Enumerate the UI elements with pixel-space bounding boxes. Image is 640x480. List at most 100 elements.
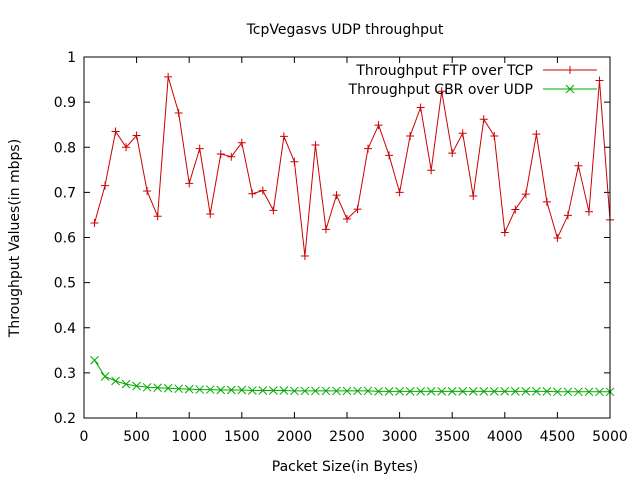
data-point (500, 387, 510, 396)
x-axis-label: Packet Size(in Bytes) (272, 459, 418, 475)
data-point (489, 387, 499, 396)
data-point (584, 207, 593, 216)
data-point (511, 205, 520, 214)
chart-title: TcpVegasvs UDP throughput (246, 22, 444, 38)
data-point (184, 384, 194, 394)
data-point (205, 385, 215, 394)
series-line (94, 76, 611, 257)
y-tick-label: 0.5 (54, 276, 76, 292)
data-point (174, 384, 184, 394)
axis-ticks: 0 500 1000 1500 2000 2500 3000 3500 4000 4500 5000… (54, 50, 628, 445)
data-point (595, 387, 604, 397)
data-point (553, 233, 562, 242)
data-point (226, 385, 236, 395)
data-point (385, 151, 394, 160)
data-point (595, 76, 604, 85)
data-point (374, 121, 383, 130)
series-layer (90, 72, 615, 397)
data-point (216, 385, 226, 395)
data-point (269, 386, 278, 395)
data-point (279, 132, 288, 141)
data-point (510, 387, 520, 396)
data-point (321, 225, 330, 234)
data-point (311, 140, 320, 149)
data-point (353, 386, 362, 396)
data-point (479, 387, 489, 396)
data-point (248, 189, 257, 198)
data-point (542, 387, 552, 396)
data-point (490, 131, 499, 140)
data-point (111, 127, 120, 136)
x-tick-label: 4500 (540, 429, 576, 445)
legend: Throughput FTP over TCP Throughput CBR ov… (348, 63, 597, 98)
data-point (563, 211, 572, 220)
data-point (142, 382, 152, 392)
data-point (332, 386, 341, 396)
data-point (332, 191, 341, 200)
data-point (195, 385, 205, 394)
data-point (406, 131, 415, 140)
data-point (542, 197, 551, 206)
y-tick-label: 0.4 (54, 321, 76, 337)
data-point (395, 387, 404, 396)
data-point (247, 386, 257, 395)
legend-marker (566, 66, 574, 74)
data-point (121, 379, 131, 389)
y-tick-label: 0.3 (54, 366, 76, 382)
data-point (122, 143, 131, 152)
data-point (500, 228, 509, 237)
x-tick-label: 1500 (224, 429, 260, 445)
data-point (132, 131, 141, 140)
data-point (153, 212, 162, 221)
data-point (395, 188, 404, 197)
data-point (343, 214, 351, 223)
series-line (94, 359, 610, 393)
data-point (174, 108, 183, 117)
data-point (258, 386, 268, 395)
data-point (90, 219, 99, 228)
x-tick-label: 4000 (487, 429, 523, 445)
x-tick-label: 5000 (592, 429, 628, 445)
x-tick-label: 3500 (434, 429, 470, 445)
data-point (195, 144, 204, 153)
data-point (290, 386, 299, 396)
data-point (237, 138, 246, 147)
x-tick-label: 500 (123, 429, 150, 445)
data-point (448, 149, 457, 158)
data-point (300, 252, 309, 261)
data-point (479, 115, 488, 124)
data-point (374, 387, 383, 396)
data-point (426, 387, 436, 396)
data-point (437, 387, 447, 396)
series-ftp-over-tcp (90, 72, 614, 261)
data-point (311, 386, 320, 396)
y-tick-label: 0.6 (54, 231, 76, 247)
data-point (227, 152, 236, 161)
data-point (447, 387, 457, 396)
data-point (532, 387, 541, 396)
data-point (574, 387, 583, 397)
data-point (468, 387, 478, 396)
data-point (269, 206, 278, 215)
x-tick-label: 2500 (329, 429, 365, 445)
data-point (111, 376, 120, 386)
data-point (216, 150, 225, 159)
data-point (427, 166, 436, 175)
y-tick-label: 0.2 (54, 411, 76, 427)
data-point (164, 72, 173, 81)
data-point (321, 386, 331, 396)
series-cbr-over-udp (90, 355, 615, 397)
x-tick-label: 3000 (382, 429, 418, 445)
data-point (574, 161, 583, 170)
data-point (132, 381, 141, 391)
x-tick-label: 0 (80, 429, 89, 445)
data-point (101, 181, 110, 190)
data-point (416, 387, 425, 396)
data-point (206, 210, 215, 219)
data-point (458, 129, 467, 138)
data-point (364, 144, 373, 153)
y-axis-label: Throughput Values(in mbps) (7, 139, 23, 338)
data-point (469, 191, 478, 200)
y-tick-label: 0.7 (54, 185, 76, 201)
y-tick-label: 0.9 (54, 95, 76, 111)
